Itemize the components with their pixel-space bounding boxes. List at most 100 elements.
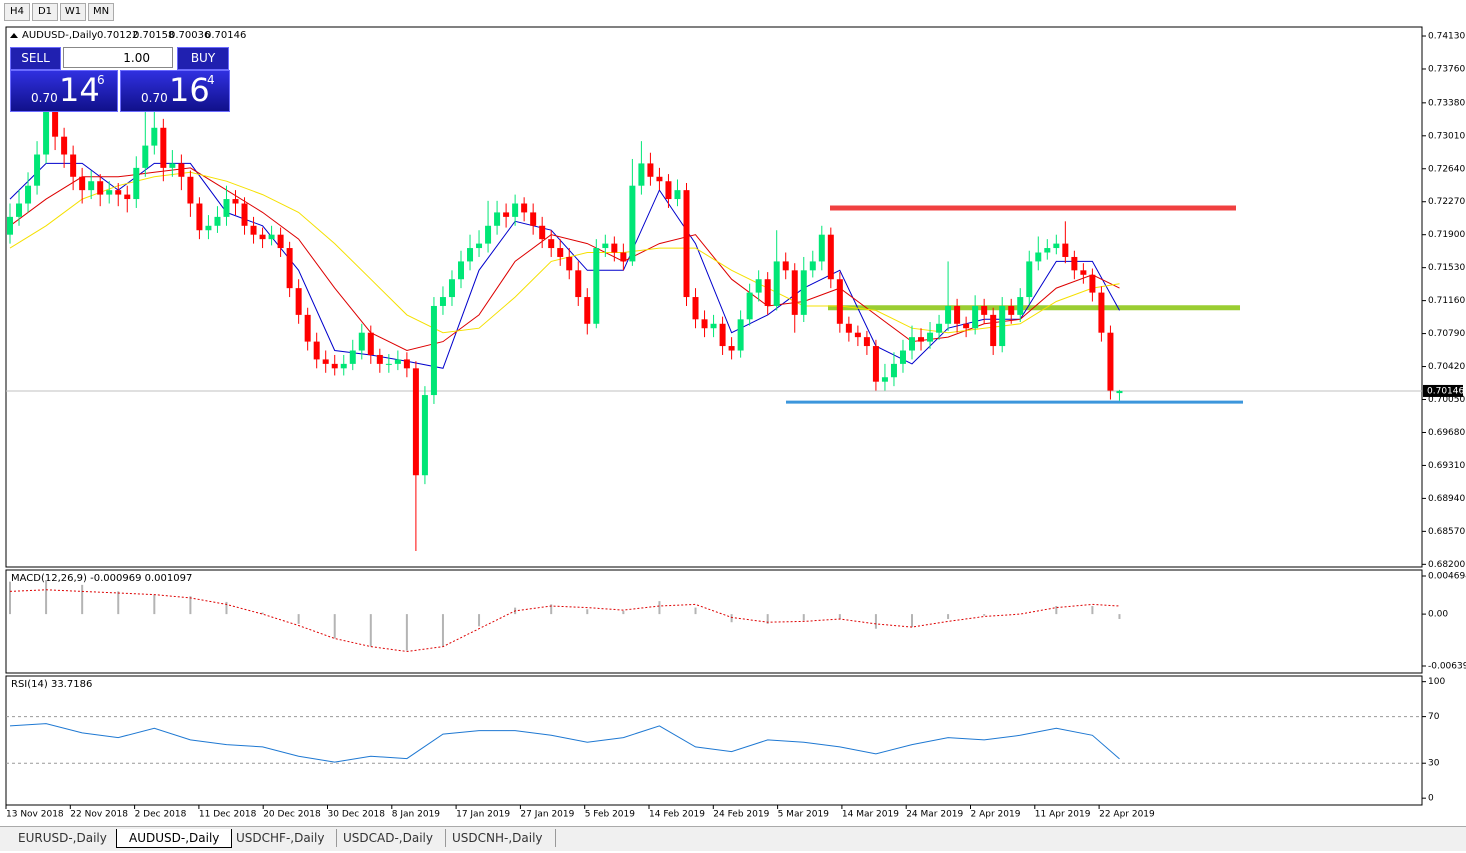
timeframe-button[interactable]: MN [88, 3, 114, 21]
macd-signal [9, 589, 1120, 653]
candle-body [1035, 252, 1042, 262]
candle-body [1008, 305, 1015, 315]
candle-body [178, 163, 185, 177]
candle-body [97, 181, 104, 195]
candle-body [205, 225, 212, 231]
x-tick-label: 11 Apr 2019 [1035, 810, 1091, 820]
y-tick-label: 30 [1428, 759, 1440, 769]
price-prefix: 0.70 [31, 91, 58, 105]
candle-body [394, 359, 401, 364]
candle-body [196, 203, 203, 231]
chart-tab[interactable]: USDCHF-,Daily [224, 829, 338, 847]
x-tick-label: 2 Apr 2019 [971, 810, 1021, 820]
chart-tab[interactable]: USDCAD-,Daily [331, 829, 446, 847]
timeframe-button[interactable]: W1 [60, 3, 86, 21]
candle-body [52, 109, 59, 137]
candle-body [936, 323, 943, 333]
buy-button[interactable]: BUY [177, 47, 229, 70]
candle-body [304, 314, 311, 342]
price-prefix: 0.70 [141, 91, 168, 105]
chart-tab[interactable]: AUDUSD-,Daily [116, 829, 233, 848]
chart-tab[interactable]: EURUSD-,Daily [6, 829, 120, 847]
x-tick-label: 30 Dec 2018 [328, 810, 386, 820]
candle-body [800, 270, 807, 315]
y-tick-label: 0 [1428, 794, 1434, 804]
candle-body [918, 337, 925, 342]
candle-body [638, 163, 645, 186]
rsi-line [9, 723, 1120, 763]
x-tick-label: 14 Feb 2019 [649, 810, 705, 820]
timeframe-button[interactable]: H4 [4, 3, 30, 21]
sell-button[interactable]: SELL [10, 47, 61, 70]
rsi-panel [5, 675, 1423, 806]
x-tick-label: 5 Mar 2019 [778, 810, 830, 820]
price-tag [1423, 384, 1463, 397]
candle-body [1026, 261, 1033, 298]
candle-body [999, 305, 1006, 347]
candle-body [719, 323, 726, 347]
chart: AUDUSD-,Daily 0.70122 0.70158 0.70036 0.… [5, 26, 1466, 820]
y-tick-label: 0.00 [1428, 610, 1448, 620]
macd-panel [5, 569, 1423, 674]
y-tick-label: 0.70050 [1428, 395, 1465, 405]
candle-body [611, 243, 618, 253]
candle-body [485, 225, 492, 244]
candle-body [43, 109, 50, 155]
y-tick-label: 0.73010 [1428, 131, 1465, 141]
lot-input[interactable]: 1.00 [63, 47, 173, 68]
x-tick-label: 5 Feb 2019 [585, 810, 636, 820]
candle-body [981, 305, 988, 315]
candle-body [927, 332, 934, 342]
candle-body [169, 163, 176, 168]
y-tick-label: 0.70420 [1428, 362, 1465, 372]
y-tick-label: 0.68570 [1428, 527, 1465, 537]
y-tick-label: 0.72640 [1428, 164, 1465, 174]
candle-body [1098, 292, 1105, 333]
candle-body [458, 261, 464, 280]
candle-body [7, 216, 13, 235]
rsi-title: RSI(14) 33.7186 [11, 679, 92, 690]
candle-body [268, 234, 275, 240]
candle-body [863, 337, 870, 347]
chart-tab[interactable]: USDCNH-,Daily [440, 829, 556, 847]
candle-body [683, 190, 690, 298]
candle-body [160, 127, 167, 168]
candle-body [972, 305, 979, 329]
x-tick-label: 22 Nov 2018 [70, 810, 128, 820]
y-tick-label: 0.004694 [1428, 572, 1466, 582]
candle-body [151, 127, 158, 146]
candle-body [25, 185, 32, 204]
candle-body [629, 185, 636, 262]
candle-body [737, 319, 744, 351]
candle-body [277, 234, 284, 249]
candle-body [250, 225, 257, 235]
buy-price[interactable]: 0.70 16 4 [120, 70, 230, 112]
x-tick-label: 14 Mar 2019 [842, 810, 899, 820]
candle-body [214, 216, 221, 226]
candle-body [1116, 390, 1123, 394]
ohlc-open: 0.70122 [97, 30, 138, 41]
candle-body [34, 154, 41, 186]
chart-tabs: EURUSD-,Daily AUDUSD-,Daily USDCHF-,Daily U… [0, 826, 1466, 851]
sell-price[interactable]: 0.70 14 6 [10, 70, 118, 112]
candle-body [503, 212, 510, 217]
candle-body [881, 377, 888, 382]
candle-body [602, 243, 609, 249]
ohlc-low: 0.70036 [169, 30, 210, 41]
candle-body [340, 363, 347, 369]
candle-body [1080, 270, 1087, 275]
candle-body [412, 368, 419, 476]
x-tick-label: 24 Mar 2019 [906, 810, 963, 820]
candle-body [187, 176, 194, 204]
candle-body [286, 248, 293, 289]
candle-body [1044, 248, 1051, 253]
candle-body [1071, 256, 1078, 271]
candle-body [836, 279, 843, 324]
candle-body [791, 270, 798, 315]
timeframe-button[interactable]: D1 [32, 3, 58, 21]
candle-body [88, 181, 95, 191]
candle-body [710, 323, 717, 329]
candle-body [575, 270, 582, 298]
candle-body [701, 319, 708, 329]
x-tick-label: 27 Jan 2019 [520, 810, 574, 820]
